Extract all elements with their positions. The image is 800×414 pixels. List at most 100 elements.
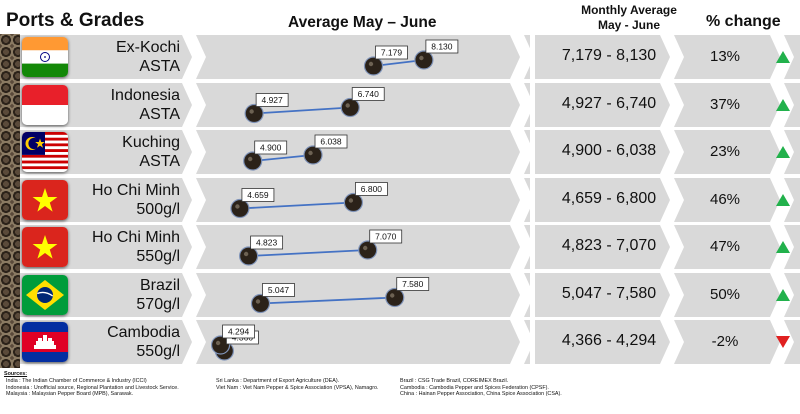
data-label: 6.038 (320, 137, 342, 147)
peppercorn-marker (340, 97, 360, 118)
port-name: Ex-Kochi (115, 39, 180, 56)
sources-footer: Sources: India : The Indian Chamber of C… (4, 371, 796, 397)
data-label: 6.740 (358, 89, 380, 99)
peppercorn-highlight (345, 103, 350, 108)
chevron-icon (182, 225, 206, 269)
data-label: 4.927 (261, 95, 283, 105)
table-row: Ho Chi Minh 550g/l 4,823 - 7,070 47% (0, 225, 800, 269)
vietnam-flag-icon (22, 227, 68, 267)
data-label-box (351, 87, 385, 101)
data-label-box (396, 277, 430, 291)
peppercorn-highlight (249, 109, 254, 114)
table-row: Ho Chi Minh 500g/l 4,659 - 6,800 46% (0, 177, 800, 222)
up-arrow-icon (776, 146, 790, 158)
chevron-icon (510, 225, 534, 269)
data-label: 7.179 (381, 48, 403, 58)
data-label-box (255, 93, 289, 107)
chevron-icon (182, 177, 206, 222)
chevron-icon (510, 35, 534, 79)
chevron-icon (510, 320, 534, 364)
chevron-icon (660, 272, 684, 317)
table-row: Ex-Kochi ASTA 7,179 - 8,130 13% (0, 35, 800, 79)
source-line: Malaysia : Malaysian Pepper Board (MPB),… (6, 391, 134, 398)
data-label-box (250, 235, 284, 250)
connector-line (260, 296, 395, 305)
chevron-icon (660, 130, 684, 174)
port-name: Ho Chi Minh (91, 229, 180, 246)
brazil-flag-icon (22, 274, 68, 315)
range-cell-background (535, 272, 683, 317)
grade-name: ASTA (139, 58, 180, 75)
sources-column-1: India : The Indian Chamber of Commerce &… (6, 378, 179, 398)
sources-title: Sources: (4, 371, 28, 377)
chevron-icon (182, 35, 206, 79)
grade-name: ASTA (139, 153, 180, 170)
average-header: Average May – June (288, 14, 437, 31)
data-label: 7.580 (402, 279, 424, 289)
peppercorn-marker (243, 151, 263, 171)
chevron-icon (510, 272, 534, 317)
india-flag-icon (22, 37, 68, 77)
pct-change-value: -2% (711, 333, 739, 350)
chevron-icon (660, 225, 684, 269)
port-grade-label: Ex-Kochi ASTA (70, 38, 180, 76)
sources-column-2: Sri Lanka : Department of Export Agricul… (216, 378, 379, 391)
data-label-box (222, 324, 255, 339)
chevron-icon (182, 272, 206, 317)
table-row: Brazil 570g/l 5,047 - 7,580 50% (0, 272, 800, 317)
pct-change-value: 23% (709, 143, 741, 160)
port-name: Ho Chi Minh (91, 181, 180, 199)
connector-line (254, 106, 351, 115)
grade-name: 500g/l (136, 200, 180, 218)
monthly-period-header: May - June (597, 18, 660, 32)
chevron-icon (510, 130, 534, 174)
grade-name: 570g/l (136, 295, 180, 313)
data-label-box (369, 229, 403, 244)
port-grade-label: Brazil 570g/l (70, 276, 180, 314)
data-label-box (262, 283, 295, 297)
peppercorn-strip-image (0, 34, 20, 368)
peppercorn-highlight (235, 204, 240, 209)
monthly-average-range: 5,047 - 7,580 (561, 284, 657, 302)
port-grade-label: Indonesia ASTA (70, 86, 180, 124)
monthly-average-range: 4,823 - 7,070 (561, 237, 657, 254)
peppercorn-marker (343, 192, 363, 213)
vietnam-flag-icon (22, 179, 68, 220)
data-label: 4.294 (228, 327, 250, 337)
data-label: 4.823 (256, 238, 278, 248)
up-arrow-icon (776, 241, 790, 253)
chevron-icon (660, 82, 684, 127)
data-label: 6.800 (361, 184, 383, 194)
peppercorn-highlight (243, 251, 249, 257)
port-name: Brazil (139, 276, 180, 294)
data-label-box (241, 188, 275, 202)
table-row: Cambodia 550g/l 4,366 - 4,294 -2% (0, 320, 800, 364)
port-grade-label: Ho Chi Minh 500g/l (70, 181, 180, 219)
monthly-average-range: 4,927 - 6,740 (561, 94, 657, 112)
data-label-box (425, 39, 459, 54)
monthly-average-header: Monthly Average (581, 3, 677, 17)
ports-grades-header: Ports & Grades (6, 10, 145, 31)
peppercorn-highlight (248, 156, 253, 162)
peppercorn-highlight (419, 55, 424, 61)
peppercorn-marker (250, 293, 271, 314)
peppercorn-highlight (255, 299, 261, 304)
peppercorn-marker (358, 240, 378, 260)
sources-column-3: Brazil : CSG Trade Brazil, COREIMEX Braz… (400, 378, 562, 398)
monthly-average-range: 4,366 - 4,294 (561, 332, 657, 349)
peppercorn-marker (244, 103, 264, 124)
data-label: 7.070 (375, 232, 397, 242)
peppercorn-marker (230, 198, 250, 219)
pct-change-value: 37% (709, 95, 741, 113)
peppercorn-marker (239, 246, 259, 266)
source-line: Viet Nam : Viet Nam Pepper & Spice Assoc… (216, 384, 379, 391)
range-cell-background (535, 130, 683, 174)
data-label-box (354, 182, 388, 196)
range-cell-background (535, 82, 683, 127)
peppercorn-marker (210, 335, 231, 355)
pct-change-header: % change (706, 13, 781, 30)
source-line: Sri Lanka : Department of Export Agricul… (216, 378, 340, 384)
connector-line (252, 154, 314, 162)
data-label: 4.659 (247, 190, 269, 200)
